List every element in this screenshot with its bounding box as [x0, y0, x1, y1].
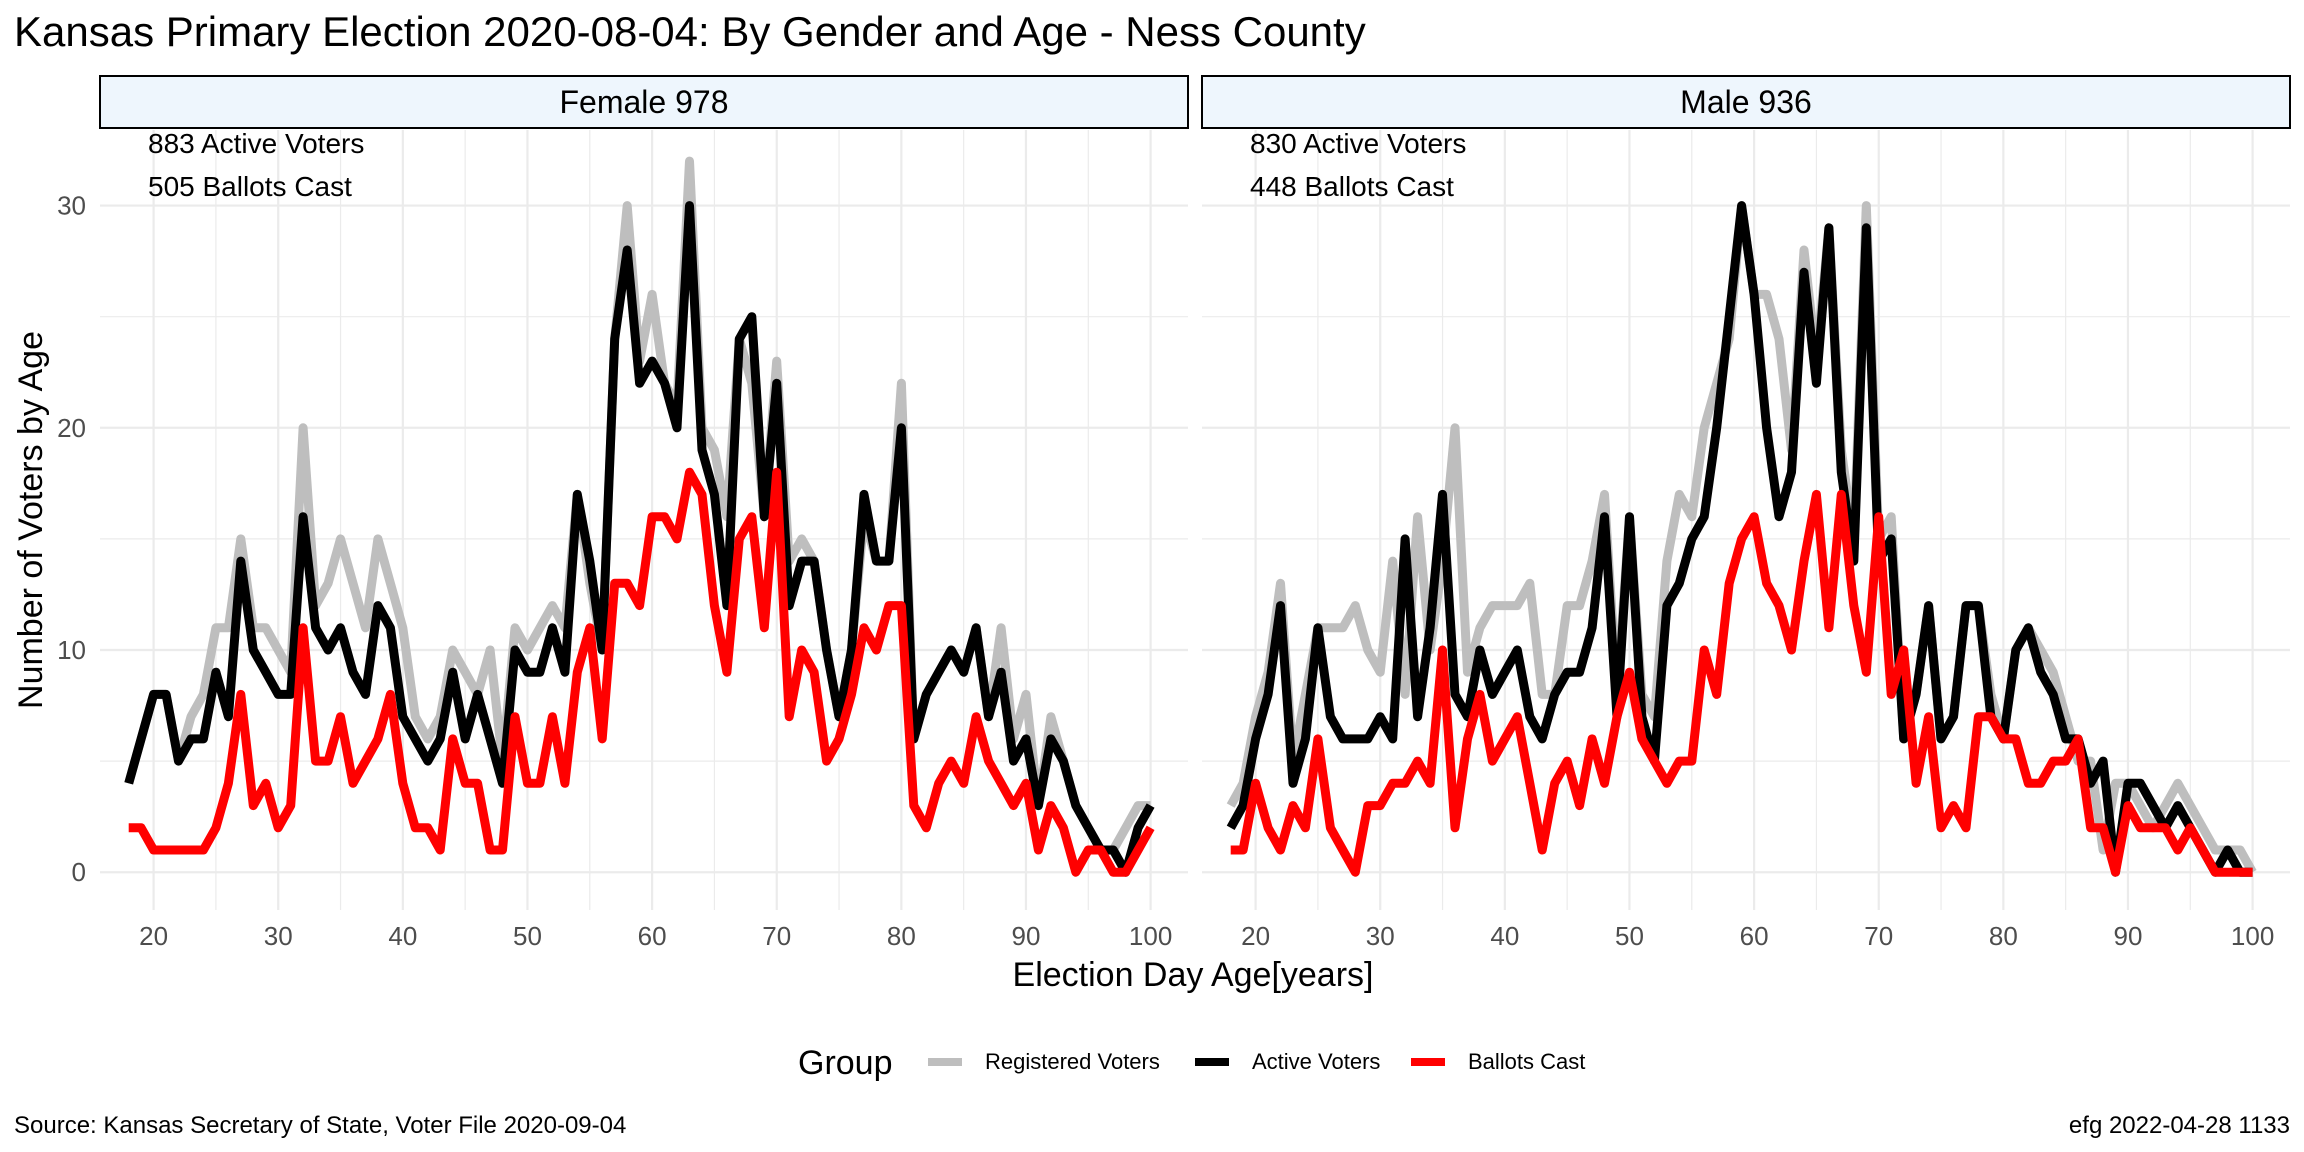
female-strip: [99, 75, 1189, 129]
chart-title: Kansas Primary Election 2020-08-04: By G…: [14, 8, 1366, 55]
x-tick-label: 30: [264, 921, 293, 951]
y-tick-label: 10: [57, 635, 86, 665]
series-line-ballots-cast: [1230, 489, 2253, 877]
x-tick-label: 70: [762, 921, 791, 951]
x-tick-label: 40: [1490, 921, 1519, 951]
x-tick-label: 80: [887, 921, 916, 951]
timestamp-caption: efg 2022-04-28 1133: [2069, 1112, 2290, 1139]
female-active-voters-annotation: 883 Active Voters: [148, 128, 364, 159]
x-tick-label: 90: [1012, 921, 1041, 951]
x-tick-label: 30: [1366, 921, 1395, 951]
female-x-tick-labels: 20 30 40 50 60 70 80 90 100: [139, 921, 1172, 951]
x-tick-label: 70: [1864, 921, 1893, 951]
x-tick-label: 60: [1740, 921, 1769, 951]
x-tick-label: 40: [388, 921, 417, 951]
x-axis-title: Election Day Age[years]: [1013, 956, 1374, 994]
female-panel: Female 978 883 Active Voters 505 Ballots…: [99, 75, 1189, 951]
legend-label-ballots: Ballots Cast: [1468, 1049, 1585, 1074]
female-strip-label: Female 978: [560, 84, 729, 120]
x-tick-label: 100: [2231, 921, 2274, 951]
male-series-lines: [1226, 201, 2257, 877]
female-series-lines: [124, 156, 1155, 877]
female-panel-background: [100, 130, 1188, 910]
legend-title: Group: [798, 1044, 893, 1082]
legend: Group Registered Voters Active Voters Ba…: [798, 1044, 1585, 1082]
x-tick-label: 60: [638, 921, 667, 951]
x-tick-label: 20: [139, 921, 168, 951]
male-ballots-cast-annotation: 448 Ballots Cast: [1250, 171, 1454, 202]
male-panel: Male 936 830 Active Voters 448 Ballots C…: [1201, 75, 2291, 951]
x-tick-label: 50: [1615, 921, 1644, 951]
series-line-active-voters: [124, 201, 1155, 877]
male-x-tick-labels: 20 30 40 50 60 70 80 90 100: [1241, 921, 2274, 951]
female-ballots-cast-annotation: 505 Ballots Cast: [148, 171, 352, 202]
legend-label-active: Active Voters: [1252, 1049, 1380, 1074]
y-tick-label: 0: [72, 857, 86, 887]
series-line-ballots-cast: [128, 467, 1155, 877]
x-tick-label: 50: [513, 921, 542, 951]
source-caption: Source: Kansas Secretary of State, Voter…: [14, 1112, 626, 1139]
y-tick-label: 20: [57, 413, 86, 443]
x-tick-label: 90: [2114, 921, 2143, 951]
x-tick-label: 20: [1241, 921, 1270, 951]
legend-label-registered: Registered Voters: [985, 1049, 1160, 1074]
male-active-voters-annotation: 830 Active Voters: [1250, 128, 1466, 159]
x-tick-label: 80: [1989, 921, 2018, 951]
y-tick-labels: 0 10 20 30: [57, 191, 86, 888]
x-tick-label: 100: [1129, 921, 1172, 951]
male-strip-label: Male 936: [1680, 84, 1812, 120]
male-strip: [1201, 75, 2291, 129]
y-axis-title: Number of Voters by Age: [12, 331, 50, 709]
y-tick-label: 30: [57, 191, 86, 221]
